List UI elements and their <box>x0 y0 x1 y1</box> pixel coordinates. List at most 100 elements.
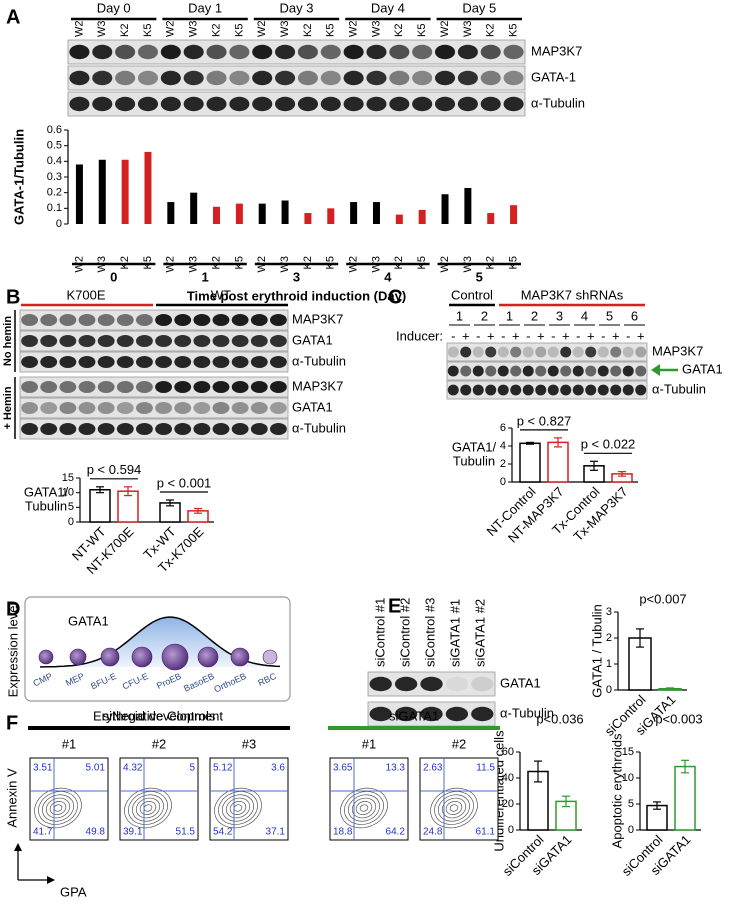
lane-label: W3 <box>279 21 291 38</box>
blot-band <box>366 96 387 112</box>
bar <box>167 202 175 224</box>
blot-band <box>212 381 230 393</box>
cell-icon <box>131 646 153 668</box>
bar <box>144 151 152 224</box>
blot-band <box>193 335 211 347</box>
contour <box>359 804 369 812</box>
quadrant-value: 11.5 <box>476 763 495 774</box>
blot-band <box>635 365 647 377</box>
blot-band <box>366 70 387 86</box>
blot-band <box>457 44 478 60</box>
y-tick-label: 0.5 <box>47 140 62 152</box>
plot-label: #2 <box>452 736 466 751</box>
blot-band <box>136 356 153 368</box>
bar <box>327 208 335 224</box>
contour <box>449 804 459 812</box>
blot-band <box>270 335 287 347</box>
x-tick-label: 4 <box>384 269 392 284</box>
blot-band <box>59 423 77 435</box>
blot-band <box>155 423 172 435</box>
inducer-sign: + <box>637 328 645 343</box>
contour <box>437 794 471 822</box>
blot-band <box>97 356 115 368</box>
blot-band <box>270 356 287 368</box>
blot-band <box>250 402 268 414</box>
blot-band <box>231 423 249 435</box>
y-tick-label: 0 <box>500 476 506 488</box>
contour <box>445 801 463 815</box>
blot-band <box>193 381 211 393</box>
blot-band <box>59 381 77 393</box>
blot-band <box>92 96 113 112</box>
contour <box>351 797 377 819</box>
blot-band <box>369 676 392 692</box>
blot-band <box>193 356 211 368</box>
blot-band <box>212 335 230 347</box>
contour <box>135 797 161 819</box>
blot-label: GATA1 <box>292 332 333 347</box>
blot-band <box>229 44 250 60</box>
y-axis-label: Tubulin <box>25 498 67 513</box>
blot-band <box>174 335 192 347</box>
quadrant-value: 24.8 <box>423 827 443 838</box>
blot-band <box>343 44 364 60</box>
y-axis-label: Apoptotic erythroids <box>609 733 624 848</box>
lane-label: W3 <box>96 21 108 38</box>
annotation: p < 0.001 <box>157 475 212 490</box>
blot-band <box>457 70 478 86</box>
panel-letter: E <box>388 595 401 617</box>
cell-icon <box>230 647 250 667</box>
y-axis-label: GATA-1/Tubulin <box>11 129 26 225</box>
blot-band <box>212 402 230 414</box>
panel-letter: F <box>6 712 18 734</box>
bar <box>372 202 380 224</box>
blot-band <box>40 423 58 435</box>
contour <box>45 797 71 819</box>
quadrant-value: 2.63 <box>423 763 443 774</box>
blot-band <box>160 70 181 86</box>
lane-label: K5 <box>142 24 154 37</box>
blot-band <box>585 365 597 377</box>
bar <box>213 206 221 224</box>
lane-number: 3 <box>556 308 563 323</box>
lane-label: K5 <box>233 24 245 37</box>
contour <box>434 791 474 825</box>
blot-band <box>212 314 230 326</box>
cell-icon <box>38 649 54 665</box>
blot-band <box>412 96 433 112</box>
group-label: siNegative Controls <box>103 708 216 723</box>
blot-band <box>160 44 181 60</box>
blot-label: MAP3K7 <box>292 378 343 393</box>
blot-band <box>78 314 96 326</box>
contour <box>430 787 478 829</box>
blot-band <box>97 314 115 326</box>
blot-band <box>231 402 249 414</box>
blot-band <box>497 346 509 358</box>
bar <box>258 203 266 224</box>
blot-background <box>446 380 648 400</box>
quadrant-value: 49.8 <box>86 827 106 838</box>
blot-band <box>250 314 268 326</box>
y-tick-label: 0.3 <box>47 171 62 183</box>
blot-band <box>366 44 387 60</box>
quadrant-value: 61.1 <box>476 827 496 838</box>
blot-band <box>434 96 456 112</box>
blot-band <box>78 402 96 414</box>
lane-label: siGATA1 #2 <box>472 599 487 667</box>
bar <box>519 442 541 483</box>
y-axis-label: Expression level <box>5 603 20 698</box>
blot-band <box>136 402 153 414</box>
blot-band <box>174 381 192 393</box>
quadrant-value: 5 <box>189 763 195 774</box>
blot-band <box>250 335 268 347</box>
group-label: K700E <box>66 287 105 302</box>
contour <box>128 791 168 825</box>
blot-band <box>116 423 134 435</box>
blot-band <box>59 356 77 368</box>
lane-number: 2 <box>531 308 538 323</box>
blot-band <box>270 381 287 393</box>
blot-band <box>252 44 273 60</box>
blot-band <box>485 346 497 358</box>
blot-background <box>446 342 648 362</box>
